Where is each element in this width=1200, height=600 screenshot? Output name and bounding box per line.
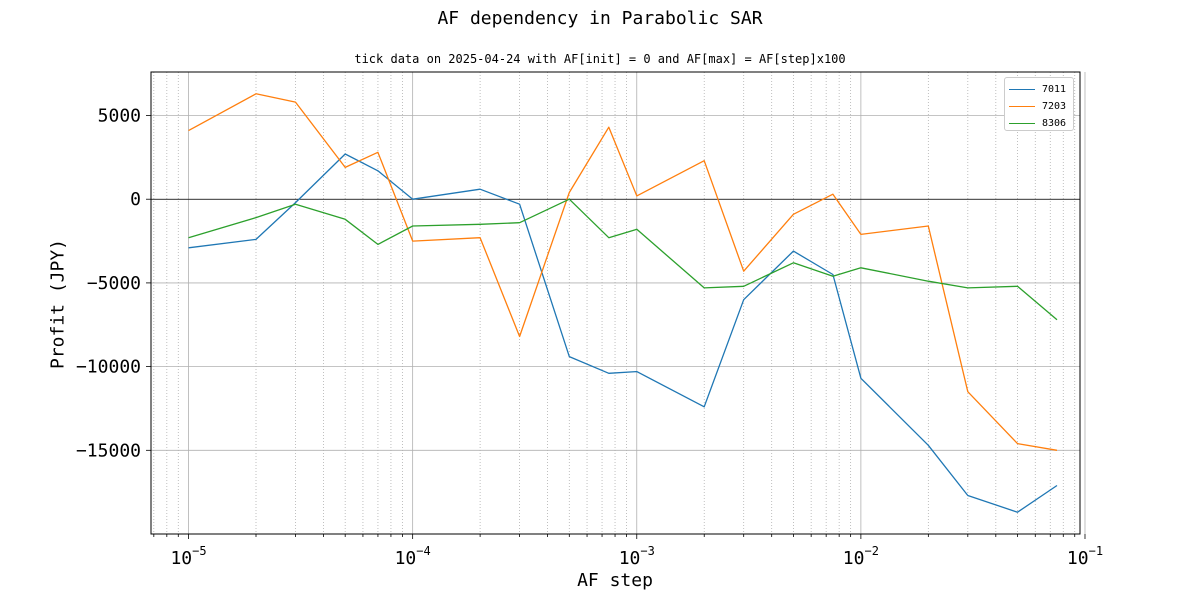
y-tick-label: −10000 [76,357,141,378]
series-line-7203 [188,93,1058,451]
legend-entry: 7203 [1009,98,1069,115]
axes-frame [150,71,1081,535]
legend: 7011 7203 8306 [1004,77,1074,131]
legend-label: 7203 [1042,101,1067,112]
chart-subtitle: tick data on 2025-04-24 with AF[init] = … [354,52,846,66]
x-axis-label: AF step [577,570,653,591]
legend-entry: 7011 [1009,81,1069,98]
x-tick-label: 10−5 [170,544,206,569]
series-line-7011 [188,153,1058,513]
legend-label: 8306 [1042,118,1067,129]
y-tick-label: −15000 [76,440,141,461]
y-tick-label: 5000 [98,106,141,127]
y-axis-label: Profit (JPY) [47,238,69,370]
x-tick-label: 10−2 [843,544,879,569]
legend-label: 7011 [1042,84,1067,95]
x-tick-label: 10−1 [1067,544,1103,569]
chart-title: AF dependency in Parabolic SAR [437,8,763,29]
y-tick-label: 0 [130,189,141,210]
legend-entry: 8306 [1009,115,1069,132]
legend-swatch [1009,106,1035,107]
x-tick-label: 10−4 [395,544,431,569]
series-line-8306 [188,198,1058,321]
legend-swatch [1009,123,1035,124]
x-tick-label: 10−3 [619,544,655,569]
y-tick-label: −5000 [87,273,141,294]
legend-swatch [1009,89,1035,90]
